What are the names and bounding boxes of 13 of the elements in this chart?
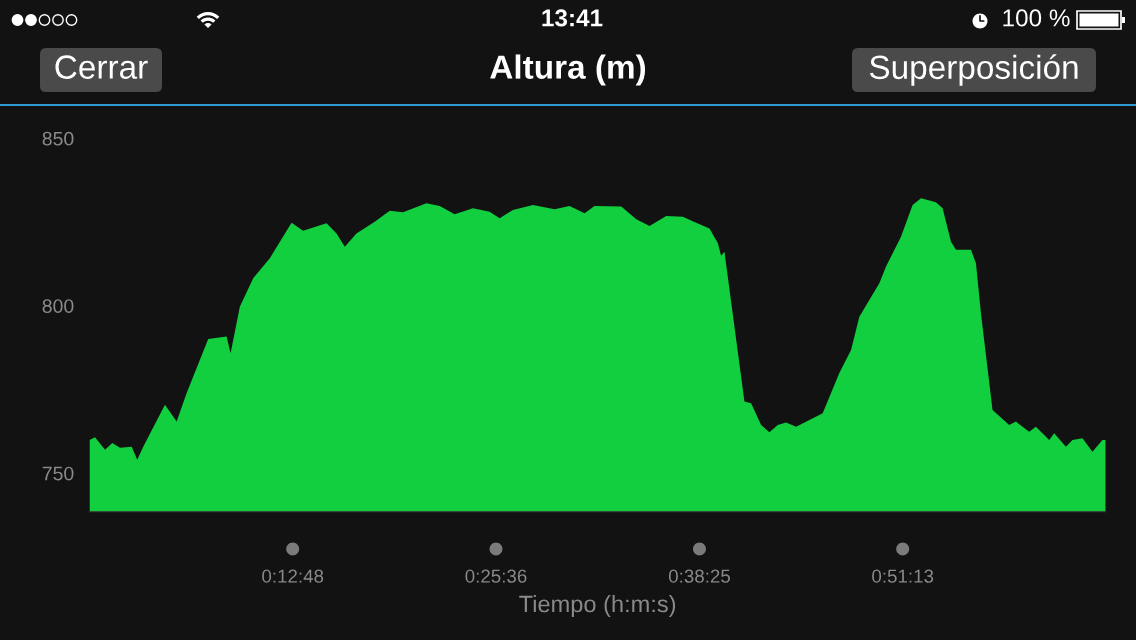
chart-title: Altura (m)	[490, 54, 646, 86]
text: 100 %	[1003, 9, 1070, 27]
text: 13:41	[542, 9, 603, 27]
y-tick-label: 800	[42, 299, 74, 313]
y-tick-label: 850	[42, 131, 74, 146]
x-tick-label: 0:12:48	[262, 569, 324, 583]
x-tick-label: 0:25:36	[465, 569, 527, 583]
y-tick-label: 750	[42, 466, 74, 481]
x-axis-title: Tiempo (h:m:s)	[519, 594, 676, 618]
text: Cerrar	[55, 55, 148, 79]
text: Superposición	[869, 54, 1078, 86]
x-tick-label: 0:38:25	[668, 569, 730, 583]
x-tick-label: 0:51:13	[872, 569, 934, 583]
